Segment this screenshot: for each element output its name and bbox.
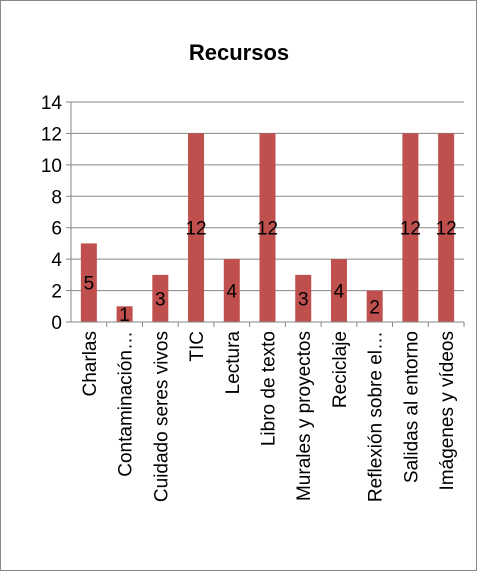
bar [116,306,133,322]
x-tick-label: Contaminación… [116,331,137,477]
bar [80,243,97,322]
bar [223,259,240,322]
data-label: 4 [226,282,237,303]
bar [188,133,205,322]
bar [295,274,312,322]
data-label: 3 [155,289,166,310]
bar [259,133,276,322]
bars [80,133,455,322]
data-label: 5 [84,274,95,295]
x-tick-label: Reflexión sobre el… [366,331,387,502]
y-tick-label: 2 [51,282,62,303]
data-label: 12 [436,219,457,240]
x-tick-label: Lectura [223,331,244,395]
y-tick-label: 14 [41,93,63,114]
data-label: 3 [298,289,309,310]
x-tick-label: TIC [187,331,208,362]
x-tick-label: Charlas [80,331,101,396]
data-label: 12 [257,219,278,240]
bar [152,274,169,322]
y-tick-label: 8 [51,187,62,208]
chart-title: Recursos [189,40,289,65]
x-tick-label: Cuidado seres vivos [151,331,172,502]
category-labels: Charlas Contaminación… Cuidado seres vivos… [80,331,458,503]
y-tick-labels: 0 2 4 6 8 10 12 14 [41,93,63,334]
bar [402,133,419,322]
y-tick-label: 4 [51,250,62,271]
data-labels: 5 1 3 12 4 12 3 4 2 12 12 [84,219,457,326]
x-tick-label: Reciclaje [330,331,351,408]
data-label: 12 [185,219,206,240]
y-tick-label: 0 [51,313,62,334]
bar [438,133,455,322]
data-label: 1 [119,305,130,326]
x-tick-label: Imágenes y vídeos [437,331,458,490]
x-tick-label: Murales y proyectos [294,331,315,501]
x-tick-label: Libro de texto [259,331,280,446]
y-tick-label: 10 [41,156,62,177]
data-label: 12 [400,219,421,240]
data-label: 2 [369,297,380,318]
y-tick-label: 12 [41,124,62,145]
bar [366,290,383,322]
x-tick-label: Salidas al entorno [401,331,422,483]
bar [330,259,347,322]
axes [66,101,465,327]
y-tick-label: 6 [51,219,62,240]
data-label: 4 [334,282,345,303]
